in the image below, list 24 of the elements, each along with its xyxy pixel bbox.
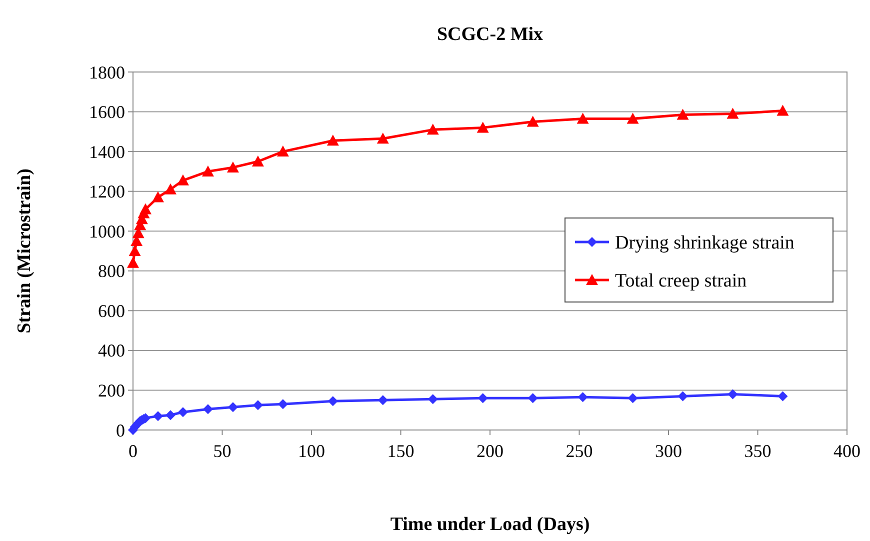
y-axis-title: Strain (Microstrain) <box>14 168 35 334</box>
y-tick-label: 1800 <box>89 62 125 82</box>
y-tick-label: 1400 <box>89 142 125 162</box>
chart-title: SCGC-2 Mix <box>436 24 544 45</box>
x-tick-label: 250 <box>566 441 593 461</box>
x-tick-label: 0 <box>128 441 138 461</box>
y-tick-label: 1200 <box>89 182 125 202</box>
y-tick-label: 1000 <box>89 221 125 242</box>
x-tick-label: 300 <box>655 441 682 461</box>
x-tick-label: 50 <box>213 441 232 461</box>
y-tick-label: 200 <box>98 380 125 401</box>
y-tick-label: 600 <box>98 300 125 321</box>
x-tick-label: 400 <box>834 441 860 461</box>
x-tick-label: 350 <box>744 441 772 461</box>
y-tick-label: 400 <box>98 340 125 361</box>
y-tick-label: 1600 <box>89 102 125 122</box>
x-axis-title: Time under Load (Days) <box>390 514 590 535</box>
legend-label: Total creep strain <box>615 270 748 292</box>
x-tick-label: 150 <box>387 441 414 461</box>
y-tick-label: 800 <box>98 261 125 282</box>
x-tick-label: 200 <box>476 441 504 461</box>
legend-label: Drying shrinkage strain <box>615 232 795 254</box>
x-tick-label: 100 <box>298 441 325 461</box>
y-tick-label: 0 <box>116 420 125 440</box>
